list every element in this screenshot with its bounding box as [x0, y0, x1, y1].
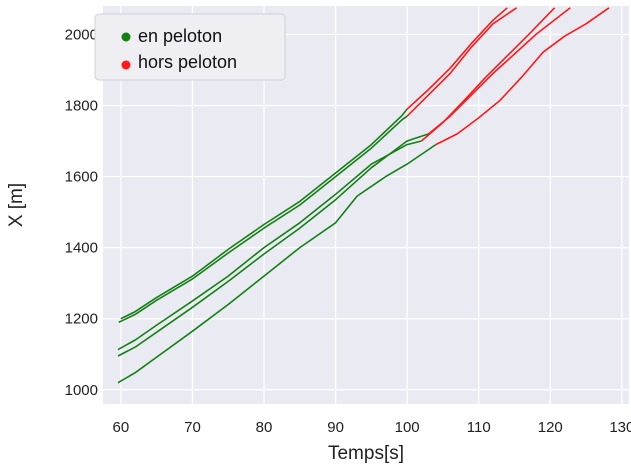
x-tick-label-120: 120 [538, 419, 563, 436]
legend-box [94, 13, 286, 81]
y-axis-ticks: 1000 1200 1400 1600 1800 2000 [65, 26, 98, 398]
x-tick-label-80: 80 [256, 419, 273, 436]
x-axis-ticks: 60 70 80 90 100 110 120 130 [113, 419, 631, 436]
legend-marker-hors-peloton [121, 60, 131, 70]
y-tick-label-2000: 2000 [65, 26, 98, 43]
legend: en peloton hors peloton [94, 13, 286, 81]
series-3-en-peloton-line [117, 140, 422, 351]
x-axis-label: Temps[s] [328, 443, 404, 464]
series-1-en-peloton-line [120, 108, 408, 320]
y-tick-label-1200: 1200 [65, 311, 98, 328]
legend-label-en-peloton: en peloton [138, 26, 222, 46]
series-group [117, 7, 610, 384]
series-4-en-peloton-line [117, 133, 429, 357]
series-2-en-peloton-line [118, 115, 408, 324]
series-2-hors-peloton-line [406, 7, 518, 117]
legend-marker-en-peloton [121, 32, 131, 42]
x-tick-label-70: 70 [184, 419, 201, 436]
x-tick-label-110: 110 [467, 419, 491, 436]
series-4-hors-peloton-line [428, 7, 571, 135]
y-tick-label-1600: 1600 [65, 169, 98, 186]
y-tick-label-1800: 1800 [65, 98, 98, 115]
series-5-hors-peloton-line [435, 7, 610, 146]
series-1-hors-peloton-line [406, 7, 508, 110]
y-tick-label-1000: 1000 [65, 382, 98, 399]
x-tick-label-60: 60 [113, 419, 130, 436]
y-axis-label: X [m] [6, 183, 27, 227]
x-tick-label-100: 100 [395, 419, 420, 436]
legend-label-hors-peloton: hors peloton [138, 52, 237, 72]
series-5-en-peloton-line [117, 143, 437, 384]
x-tick-label-130: 130 [609, 419, 631, 436]
y-tick-label-1400: 1400 [65, 240, 98, 257]
x-tick-label-90: 90 [327, 419, 344, 436]
